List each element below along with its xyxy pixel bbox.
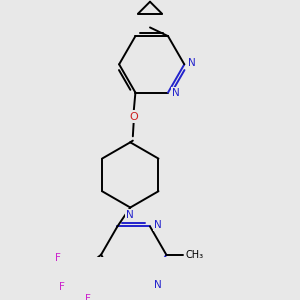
Text: N: N [126,210,134,220]
Text: F: F [59,282,64,292]
Text: N: N [154,280,162,290]
Text: N: N [154,220,162,230]
Text: F: F [85,294,91,300]
Text: N: N [188,58,196,68]
Text: N: N [172,88,180,98]
Text: O: O [129,112,138,122]
Text: F: F [55,253,61,263]
Text: CH₃: CH₃ [185,250,204,260]
